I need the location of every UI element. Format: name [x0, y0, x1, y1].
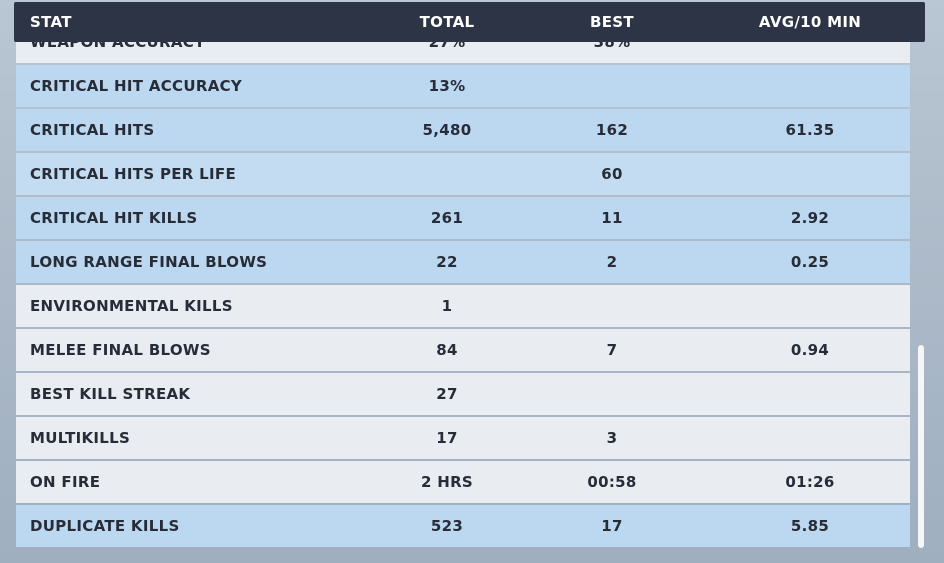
table-cell: 523	[430, 517, 464, 535]
table-cell: BEST KILL STREAK	[30, 385, 191, 403]
table-cell: 2	[606, 253, 618, 271]
table-cell: 84	[436, 341, 458, 359]
table-cell: 11	[601, 209, 623, 227]
table-cell: CRITICAL HIT KILLS	[30, 209, 198, 227]
table-cell: LONG RANGE FINAL BLOWS	[30, 253, 268, 271]
table-cell: ENVIRONMENTAL KILLS	[30, 297, 233, 315]
header-cell: TOTAL	[419, 13, 475, 31]
table-cell: 261	[430, 209, 464, 227]
table-row: CRITICAL HIT ACCURACY 13%	[16, 65, 910, 107]
header-cell: BEST	[590, 13, 634, 31]
table-cell: MELEE FINAL BLOWS	[30, 341, 211, 359]
table-cell: 0.94	[790, 341, 830, 359]
table-cell: 2 HRS	[420, 473, 474, 491]
table-cell: 17	[601, 517, 623, 535]
table-cell: ON FIRE	[30, 473, 101, 491]
table-cell: 5.85	[790, 517, 830, 535]
table-cell: 00:58	[587, 473, 637, 491]
table-cell: 27	[436, 385, 458, 403]
table-cell: 01:26	[785, 473, 835, 491]
table-cell: 13%	[428, 77, 466, 95]
table-cell: 22	[436, 253, 458, 271]
table-cell: 3	[606, 429, 618, 447]
table-cell: 61.35	[785, 121, 835, 139]
table-cell: CRITICAL HIT ACCURACY	[30, 77, 243, 95]
table-row: MULTIKILLS 17 3	[16, 417, 910, 459]
scrollbar-thumb[interactable]	[918, 345, 924, 548]
table-cell: 162	[595, 121, 629, 139]
header-cell: AVG/10 MIN	[758, 13, 862, 31]
table-cell: CRITICAL HITS PER LIFE	[30, 165, 236, 183]
table-cell: 0.25	[790, 253, 830, 271]
table-cell: 1	[441, 297, 453, 315]
table-row: DUPLICATE KILLS 523 17 5.85	[16, 505, 910, 547]
header-cell: STAT	[30, 13, 72, 31]
table-row: CRITICAL HITS 5,480 162 61.35	[16, 109, 910, 151]
table-cell: 17	[436, 429, 458, 447]
table-cell: 5,480	[422, 121, 472, 139]
table-row: LONG RANGE FINAL BLOWS 22 2 0.25	[16, 241, 910, 283]
table-cell: 2.92	[790, 209, 830, 227]
table-row: CRITICAL HITS PER LIFE 60	[16, 153, 910, 195]
table-row: ENVIRONMENTAL KILLS 1	[16, 285, 910, 327]
table-row: MELEE FINAL BLOWS 84 7 0.94	[16, 329, 910, 371]
table-row: ON FIRE 2 HRS 00:58 01:26	[16, 461, 910, 503]
table-cell: 7	[606, 341, 618, 359]
table-cell: DUPLICATE KILLS	[30, 517, 180, 535]
table-cell: 60	[601, 165, 623, 183]
table-row: BEST KILL STREAK 27	[16, 373, 910, 415]
table-header: STAT TOTAL BEST AVG/10 MIN	[14, 2, 925, 42]
table-cell: CRITICAL HITS	[30, 121, 155, 139]
table-row: CRITICAL HIT KILLS 261 11 2.92	[16, 197, 910, 239]
table-cell: MULTIKILLS	[30, 429, 131, 447]
